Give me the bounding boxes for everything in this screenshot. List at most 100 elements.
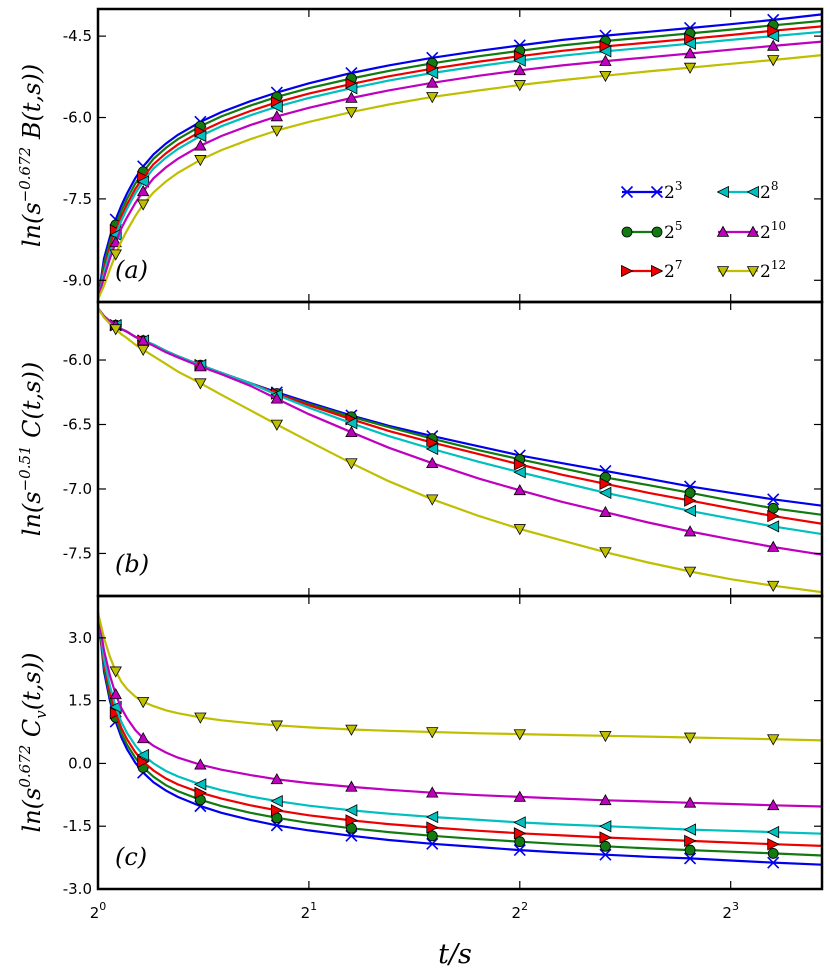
data-point bbox=[345, 458, 358, 470]
data-point bbox=[766, 825, 780, 839]
data-point bbox=[513, 466, 526, 479]
data-point bbox=[270, 100, 283, 113]
legend-marker bbox=[716, 225, 730, 237]
data-point bbox=[513, 827, 527, 840]
data-point bbox=[136, 731, 150, 744]
data-point bbox=[270, 720, 284, 732]
y-tick-label: 0.0 bbox=[68, 754, 92, 772]
data-point bbox=[270, 392, 284, 404]
data-point bbox=[767, 856, 780, 869]
y-tick-label: 3.0 bbox=[68, 629, 92, 647]
data-point bbox=[194, 758, 207, 770]
data-point bbox=[345, 780, 358, 792]
legend-label: 210 bbox=[760, 219, 786, 243]
data-point bbox=[599, 848, 612, 861]
data-point bbox=[426, 456, 439, 468]
series-4 bbox=[98, 307, 822, 536]
data-point bbox=[683, 47, 697, 59]
series-6 bbox=[98, 54, 822, 300]
data-point bbox=[766, 29, 780, 43]
data-point bbox=[109, 688, 122, 700]
data-point bbox=[136, 199, 150, 211]
data-point bbox=[425, 66, 439, 80]
legend-marker bbox=[620, 185, 634, 199]
x-tick-label: 22 bbox=[512, 900, 529, 922]
data-point bbox=[194, 712, 207, 724]
data-point bbox=[270, 804, 284, 817]
panel-2: -7.5 -7.0 -6.5 -6.0 (b) ln(s−0.51 C(t,s)) bbox=[16, 300, 824, 598]
legend-label: 27 bbox=[664, 258, 682, 282]
series-5 bbox=[98, 612, 822, 811]
series-6 bbox=[98, 307, 822, 594]
data-point bbox=[683, 732, 697, 744]
data-point bbox=[599, 477, 612, 490]
y-tick-label: -6.0 bbox=[63, 351, 92, 369]
y-tick-label: -7.5 bbox=[63, 544, 92, 562]
data-point bbox=[136, 748, 150, 762]
y-axis-label: ln(s0.672 Cv(t,s)) bbox=[16, 653, 50, 833]
series-line bbox=[98, 54, 822, 300]
data-point bbox=[426, 92, 439, 104]
data-point bbox=[767, 55, 780, 67]
series-3 bbox=[98, 612, 822, 851]
data-point bbox=[767, 734, 780, 746]
data-point bbox=[767, 798, 780, 811]
data-point bbox=[136, 175, 150, 188]
series-line bbox=[98, 307, 822, 525]
data-point bbox=[194, 378, 207, 390]
data-point bbox=[345, 82, 358, 95]
legend-marker bbox=[621, 264, 634, 278]
data-point bbox=[599, 486, 612, 499]
series-line bbox=[98, 307, 822, 516]
data-point bbox=[270, 773, 284, 785]
y-tick-label: -1.5 bbox=[63, 817, 92, 835]
data-point bbox=[270, 794, 283, 808]
panel-label: (a) bbox=[115, 256, 148, 284]
data-point bbox=[513, 483, 526, 496]
data-point bbox=[683, 504, 696, 518]
series-2 bbox=[98, 19, 822, 300]
series-line bbox=[98, 612, 822, 857]
data-point bbox=[426, 76, 439, 88]
series-line bbox=[98, 30, 822, 300]
series-line bbox=[98, 612, 822, 742]
data-point bbox=[345, 724, 358, 736]
series-line bbox=[98, 25, 822, 300]
data-point bbox=[425, 810, 439, 824]
legend-marker bbox=[716, 185, 729, 199]
legend-label: 23 bbox=[664, 179, 682, 203]
data-point bbox=[426, 837, 439, 850]
legend-marker bbox=[746, 185, 759, 199]
data-point bbox=[599, 547, 612, 559]
data-point bbox=[425, 442, 439, 456]
y-axis-label: ln(s−0.51 C(t,s)) bbox=[16, 362, 46, 536]
y-tick-label: -6.0 bbox=[63, 109, 92, 127]
data-point bbox=[136, 697, 150, 709]
series-2 bbox=[98, 612, 822, 859]
x-tick-label: 21 bbox=[301, 900, 318, 922]
data-point bbox=[599, 505, 612, 517]
data-point bbox=[194, 360, 207, 372]
data-point bbox=[345, 804, 358, 817]
series-line bbox=[98, 40, 822, 300]
legend-entry: 25 bbox=[621, 219, 682, 243]
data-point bbox=[513, 54, 526, 67]
y-tick-label: -4.5 bbox=[63, 27, 92, 45]
data-point bbox=[345, 91, 358, 103]
series-5 bbox=[98, 307, 822, 556]
legend-marker bbox=[650, 185, 664, 199]
series-3 bbox=[98, 307, 822, 525]
data-point bbox=[345, 425, 358, 438]
axes-frame bbox=[96, 594, 824, 891]
series-line bbox=[98, 307, 822, 556]
data-point bbox=[683, 566, 697, 578]
legend-label: 25 bbox=[664, 219, 682, 243]
data-point bbox=[513, 80, 526, 92]
series-line bbox=[98, 307, 822, 507]
data-point bbox=[767, 39, 780, 51]
data-point bbox=[514, 836, 526, 848]
series-6 bbox=[98, 612, 822, 746]
series-1 bbox=[98, 307, 822, 507]
panel-3: -3.0 -1.5 0.0 1.5 3.0 (c) ln(s0.672 Cv(t,s)) bbox=[16, 594, 824, 898]
x-tick-label: 23 bbox=[722, 900, 739, 922]
